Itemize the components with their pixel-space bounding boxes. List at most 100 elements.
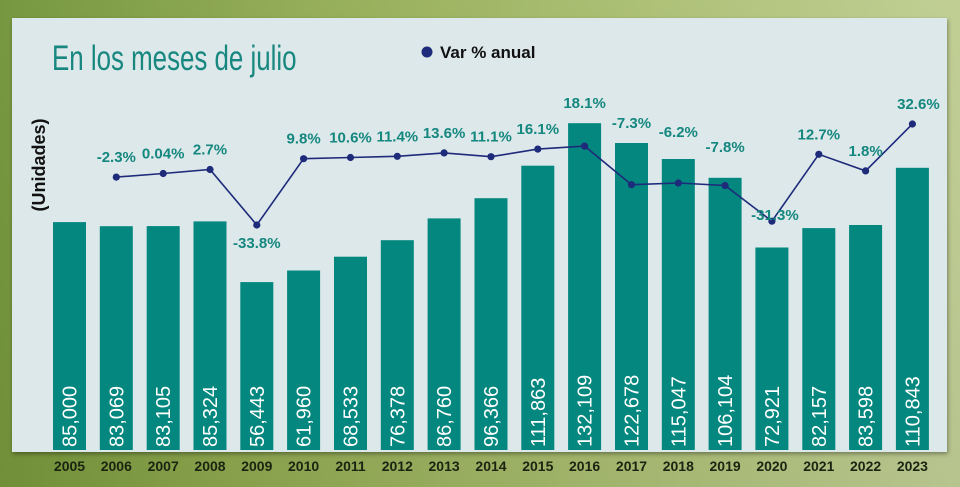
line-point xyxy=(206,165,214,174)
legend: Var % anual xyxy=(421,43,535,62)
line-point xyxy=(300,155,308,163)
line-point xyxy=(908,120,917,128)
x-tick-label: 2012 xyxy=(382,458,413,474)
bar-value-label: 122,678 xyxy=(622,375,644,447)
x-tick-label: 2017 xyxy=(616,458,647,474)
legend-label: Var % anual xyxy=(440,43,535,62)
bar-2016 xyxy=(568,123,602,450)
pct-label: 12.7% xyxy=(798,126,841,143)
bar-2007 xyxy=(146,226,180,450)
bar-value-label: 115,047 xyxy=(668,376,690,447)
x-tick-label: 2015 xyxy=(522,458,553,474)
pct-label: 32.6% xyxy=(897,96,940,113)
bar-value-label: 83,105 xyxy=(153,386,175,447)
pct-label: -31.3% xyxy=(751,207,799,224)
line-point xyxy=(253,221,261,229)
pct-label: 10.6% xyxy=(329,130,372,147)
bar-value-label: 111,863 xyxy=(528,378,550,447)
bar-2017 xyxy=(615,143,648,450)
legend-marker-dot xyxy=(421,46,433,58)
pct-label: 11.1% xyxy=(470,129,512,146)
line-point xyxy=(581,142,589,150)
pct-label: 0.04% xyxy=(142,146,185,163)
bar-2022 xyxy=(849,225,883,450)
bar-value-label: 76,378 xyxy=(387,386,409,447)
bar-2023 xyxy=(895,167,929,451)
line-point xyxy=(393,152,401,160)
x-tick-label: 2011 xyxy=(335,458,366,474)
x-tick-label: 2009 xyxy=(241,458,272,474)
x-axis-labels: 2005 2006 2007 2008 2009 2010 2011 2012 2013 2014… xyxy=(54,458,928,474)
pct-label: 16.1% xyxy=(517,121,560,138)
bar-value-label: 86,760 xyxy=(434,386,456,447)
bar-value-label: 106,104 xyxy=(715,375,737,447)
x-tick-label: 2021 xyxy=(803,458,834,474)
pct-label: -7.3% xyxy=(612,115,651,132)
chart-title: En los meses de julio xyxy=(52,38,297,78)
bar-value-label: 56,443 xyxy=(247,386,269,447)
bar-2010 xyxy=(287,270,321,450)
line-point xyxy=(721,181,729,190)
bar-2013 xyxy=(427,218,461,450)
x-tick-label: 2008 xyxy=(194,458,225,474)
pct-label: -6.2% xyxy=(659,124,698,141)
bar-2019 xyxy=(708,177,742,451)
pct-label: 11.4% xyxy=(376,128,418,145)
line-point xyxy=(627,181,636,189)
line-layer: -2.3% 0.04% 2.7%-33.8%9.8% 10.6% 11.4% 13.6% 1… xyxy=(97,95,940,252)
bar-value-label: 85,000 xyxy=(60,386,82,447)
bar-2021 xyxy=(802,228,836,450)
bar-2005 xyxy=(53,222,86,450)
bar-2014 xyxy=(474,198,508,450)
bar-value-label: 83,598 xyxy=(856,386,878,447)
x-tick-label: 2005 xyxy=(54,458,85,474)
bars-layer: 85,000 83,069 83,105 85,324 56,443 61,960 68,5… xyxy=(53,123,929,451)
bar-value-label: 72,921 xyxy=(762,386,784,447)
x-tick-label: 2010 xyxy=(288,458,319,474)
x-tick-label: 2022 xyxy=(850,458,881,474)
line-point xyxy=(768,217,776,225)
bar-2018 xyxy=(661,159,695,450)
bar-2015 xyxy=(521,165,555,450)
bar-2011 xyxy=(334,256,367,450)
pct-label: 2.7% xyxy=(193,142,227,159)
x-tick-label: 2020 xyxy=(756,458,787,474)
line-series-var-anual xyxy=(116,123,913,227)
x-tick-label: 2007 xyxy=(148,458,179,474)
bar-value-label: 82,157 xyxy=(809,386,831,447)
x-tick-label: 2018 xyxy=(663,458,694,474)
x-tick-label: 2014 xyxy=(475,458,506,474)
bar-2020 xyxy=(755,247,789,450)
line-point xyxy=(440,149,448,157)
line-point xyxy=(112,173,120,181)
pct-label: 1.8% xyxy=(848,143,882,160)
bar-value-label: 61,960 xyxy=(294,386,316,447)
line-point xyxy=(534,145,542,153)
bar-value-label: 85,324 xyxy=(200,386,222,447)
bar-2008 xyxy=(193,221,227,450)
bar-value-label: 83,069 xyxy=(106,386,128,447)
line-point xyxy=(487,153,495,161)
pct-label: -2.3% xyxy=(97,149,136,166)
pct-label: 13.6% xyxy=(423,125,466,142)
line-point xyxy=(815,150,823,158)
line-point xyxy=(159,169,167,178)
x-tick-label: 2013 xyxy=(429,458,460,474)
line-point xyxy=(674,179,682,187)
y-axis-label: (Unidades) xyxy=(29,118,49,211)
pct-label: -7.8% xyxy=(706,139,745,156)
bar-value-label: 110,843 xyxy=(902,376,924,447)
bar-value-label: 132,109 xyxy=(575,375,597,447)
pct-label: 18.1% xyxy=(563,95,606,112)
x-tick-label: 2016 xyxy=(569,458,600,474)
bar-2012 xyxy=(380,240,414,450)
bar-2006 xyxy=(99,226,133,450)
line-point xyxy=(862,167,870,175)
bar-value-label: 96,366 xyxy=(481,386,503,447)
x-tick-label: 2019 xyxy=(710,458,741,474)
bar-value-label: 68,533 xyxy=(341,386,363,447)
x-tick-label: 2023 xyxy=(897,458,928,474)
line-point xyxy=(346,153,355,162)
bar-2009 xyxy=(240,282,274,450)
